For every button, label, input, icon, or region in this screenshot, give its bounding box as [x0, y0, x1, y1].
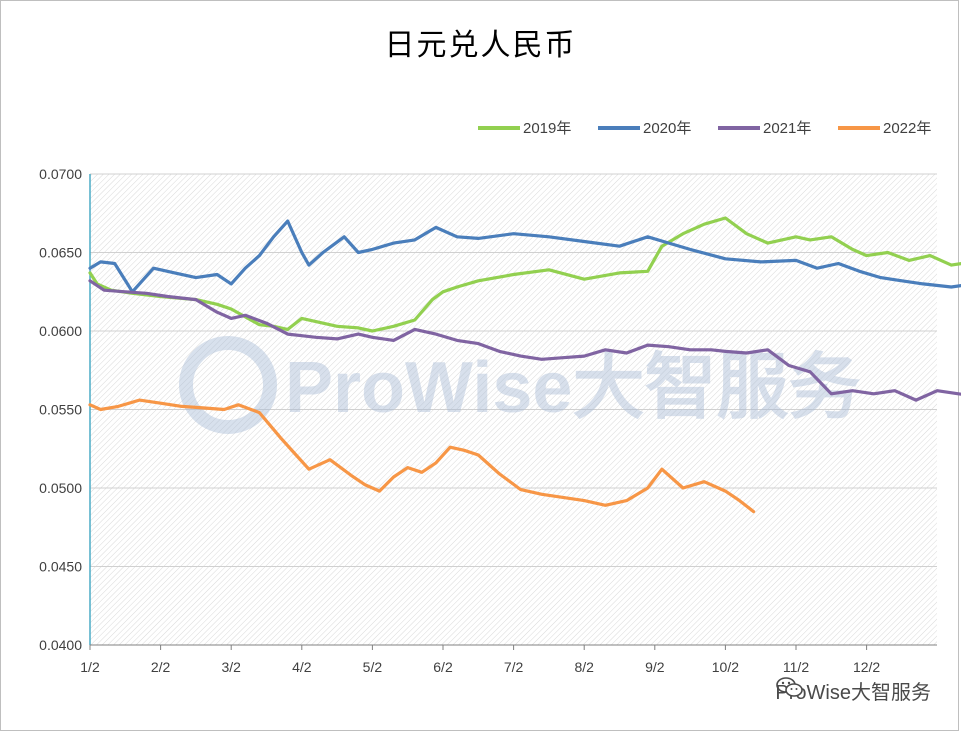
chart-title: 日元兑人民币 [384, 28, 577, 63]
y-tick-label: 0.0450 [39, 559, 82, 575]
x-tick-label: 11/2 [783, 659, 809, 675]
y-tick-label: 0.0550 [39, 402, 82, 418]
legend-label: 2021年 [763, 120, 811, 137]
y-tick-label: 0.0650 [39, 245, 82, 261]
series-line-0 [88, 216, 961, 333]
y-tick-label: 0.0600 [39, 323, 82, 339]
footer-text: ProWise大智服务 [775, 682, 931, 704]
x-tick-label: 6/2 [433, 659, 453, 675]
legend: 2019年 2020年 2021年 2022年 [478, 120, 931, 137]
x-tick-label: 7/2 [504, 659, 524, 675]
series-line-3 [88, 398, 756, 514]
wechat-icon [776, 677, 804, 697]
y-tick-label: 0.0700 [39, 166, 82, 182]
x-tick-label: 2/2 [151, 659, 171, 675]
x-tick-label: 1/2 [80, 659, 100, 675]
x-tick-label: 12/2 [853, 659, 880, 675]
x-tick-label: 8/2 [574, 659, 594, 675]
footer: ProWise大智服务 [775, 676, 931, 705]
series-line-2 [88, 279, 961, 402]
y-tick-label: 0.0500 [39, 480, 82, 496]
legend-label: 2022年 [883, 120, 931, 137]
x-tick-label: 10/2 [712, 659, 739, 675]
y-tick-label: 0.0400 [39, 637, 82, 653]
x-tick-label: 5/2 [363, 659, 383, 675]
x-tick-label: 4/2 [292, 659, 312, 675]
legend-label: 2020年 [643, 120, 691, 137]
watermark-text: ProWise大智服务 [285, 348, 860, 428]
watermark-logo [179, 336, 277, 434]
series-line-1 [88, 219, 961, 294]
legend-label: 2019年 [523, 120, 571, 137]
x-tick-label: 9/2 [645, 659, 665, 675]
x-tick-label: 3/2 [221, 659, 241, 675]
watermark: ProWise大智服务 [179, 336, 860, 434]
